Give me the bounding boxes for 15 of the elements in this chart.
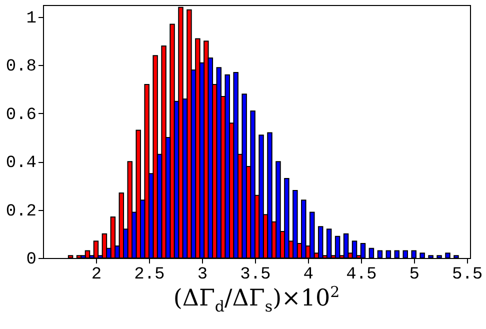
x-tick-label: 4: [303, 266, 314, 284]
y-tick-label: 0: [26, 250, 36, 270]
x-tick-label: 2.5: [134, 266, 165, 284]
x-tick-label: 5: [409, 266, 420, 284]
x-tick-label: 5.5: [452, 266, 483, 284]
x-tick-label: 4.5: [346, 266, 377, 284]
y-tick-label: 0.2: [6, 202, 36, 222]
x-tick-label: 3.5: [240, 266, 271, 284]
x-tick-label: 3: [197, 266, 208, 284]
x-axis-title: (ΔΓ$_{d}$/ΔΓ$_{s}$)×10$^{2}$: [172, 283, 341, 316]
y-tick-label: 1: [26, 10, 36, 29]
y-tick-label: 0.4: [6, 154, 36, 174]
y-tick-label: 0.8: [6, 58, 36, 77]
y-tick-label: 0.6: [6, 106, 36, 125]
x-tick-label: 2: [91, 266, 102, 284]
